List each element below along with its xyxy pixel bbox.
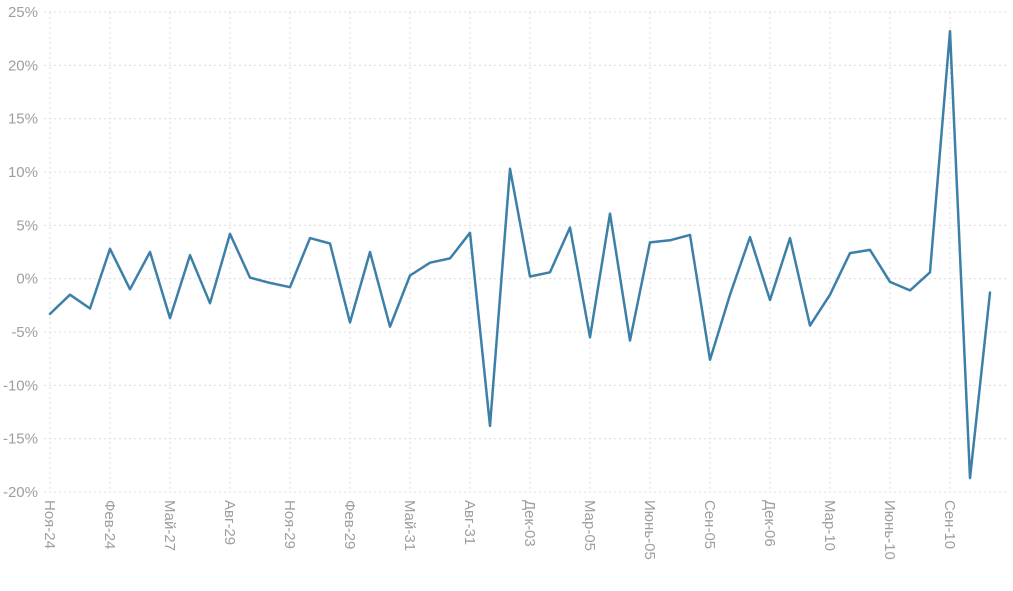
gridlines-horizontal [44, 11, 1008, 493]
y-axis-tick-label: -15% [3, 431, 38, 448]
y-axis-tick-label: -5% [11, 324, 38, 341]
x-axis-tick-label: Май-31 [401, 500, 418, 551]
x-axis-tick-label: Мар-10 [821, 500, 838, 551]
x-axis-tick-label: Сен-10 [941, 500, 958, 549]
y-axis-tick-label: 5% [16, 217, 38, 234]
x-axis-tick-label: Авг-29 [221, 500, 238, 545]
x-axis-tick-label: Сен-05 [701, 500, 718, 549]
y-axis-tick-label: 25% [8, 4, 38, 21]
series-group [48, 29, 992, 480]
series-line [48, 29, 992, 480]
y-axis-tick-label: 0% [16, 271, 38, 288]
x-axis-tick-label: Ноя-29 [281, 500, 298, 549]
x-axis-tick-label: Дек-03 [521, 500, 538, 547]
x-axis-tick-label: Июнь-05 [641, 500, 658, 560]
gridlines-vertical [49, 12, 951, 492]
x-axis-labels: Ноя-24 Фев-24 Май-27 Авг-29 Ноя-29 Фев-29 Май-… [41, 500, 958, 560]
y-axis-tick-label: -20% [3, 484, 38, 501]
x-axis-tick-label: Мар-05 [581, 500, 598, 551]
x-axis-tick-label: Дек-06 [761, 500, 778, 547]
y-axis-tick-label: 10% [8, 164, 38, 181]
x-axis-tick-label: Авг-31 [461, 500, 478, 545]
y-axis-tick-label: 15% [8, 111, 38, 128]
x-axis-tick-label: Ноя-24 [41, 500, 58, 549]
y-axis-labels: 25% 20% 15% 10% 5% 0% -5% -10% -15% -20% [3, 4, 38, 501]
x-axis-tick-label: Фев-29 [341, 500, 358, 549]
x-axis-tick-label: Фев-24 [101, 500, 118, 549]
y-axis-tick-label: -10% [3, 377, 38, 394]
x-axis-tick-label: Май-27 [161, 500, 178, 551]
y-axis-tick-label: 20% [8, 57, 38, 74]
x-axis-tick-label: Июнь-10 [881, 500, 898, 560]
